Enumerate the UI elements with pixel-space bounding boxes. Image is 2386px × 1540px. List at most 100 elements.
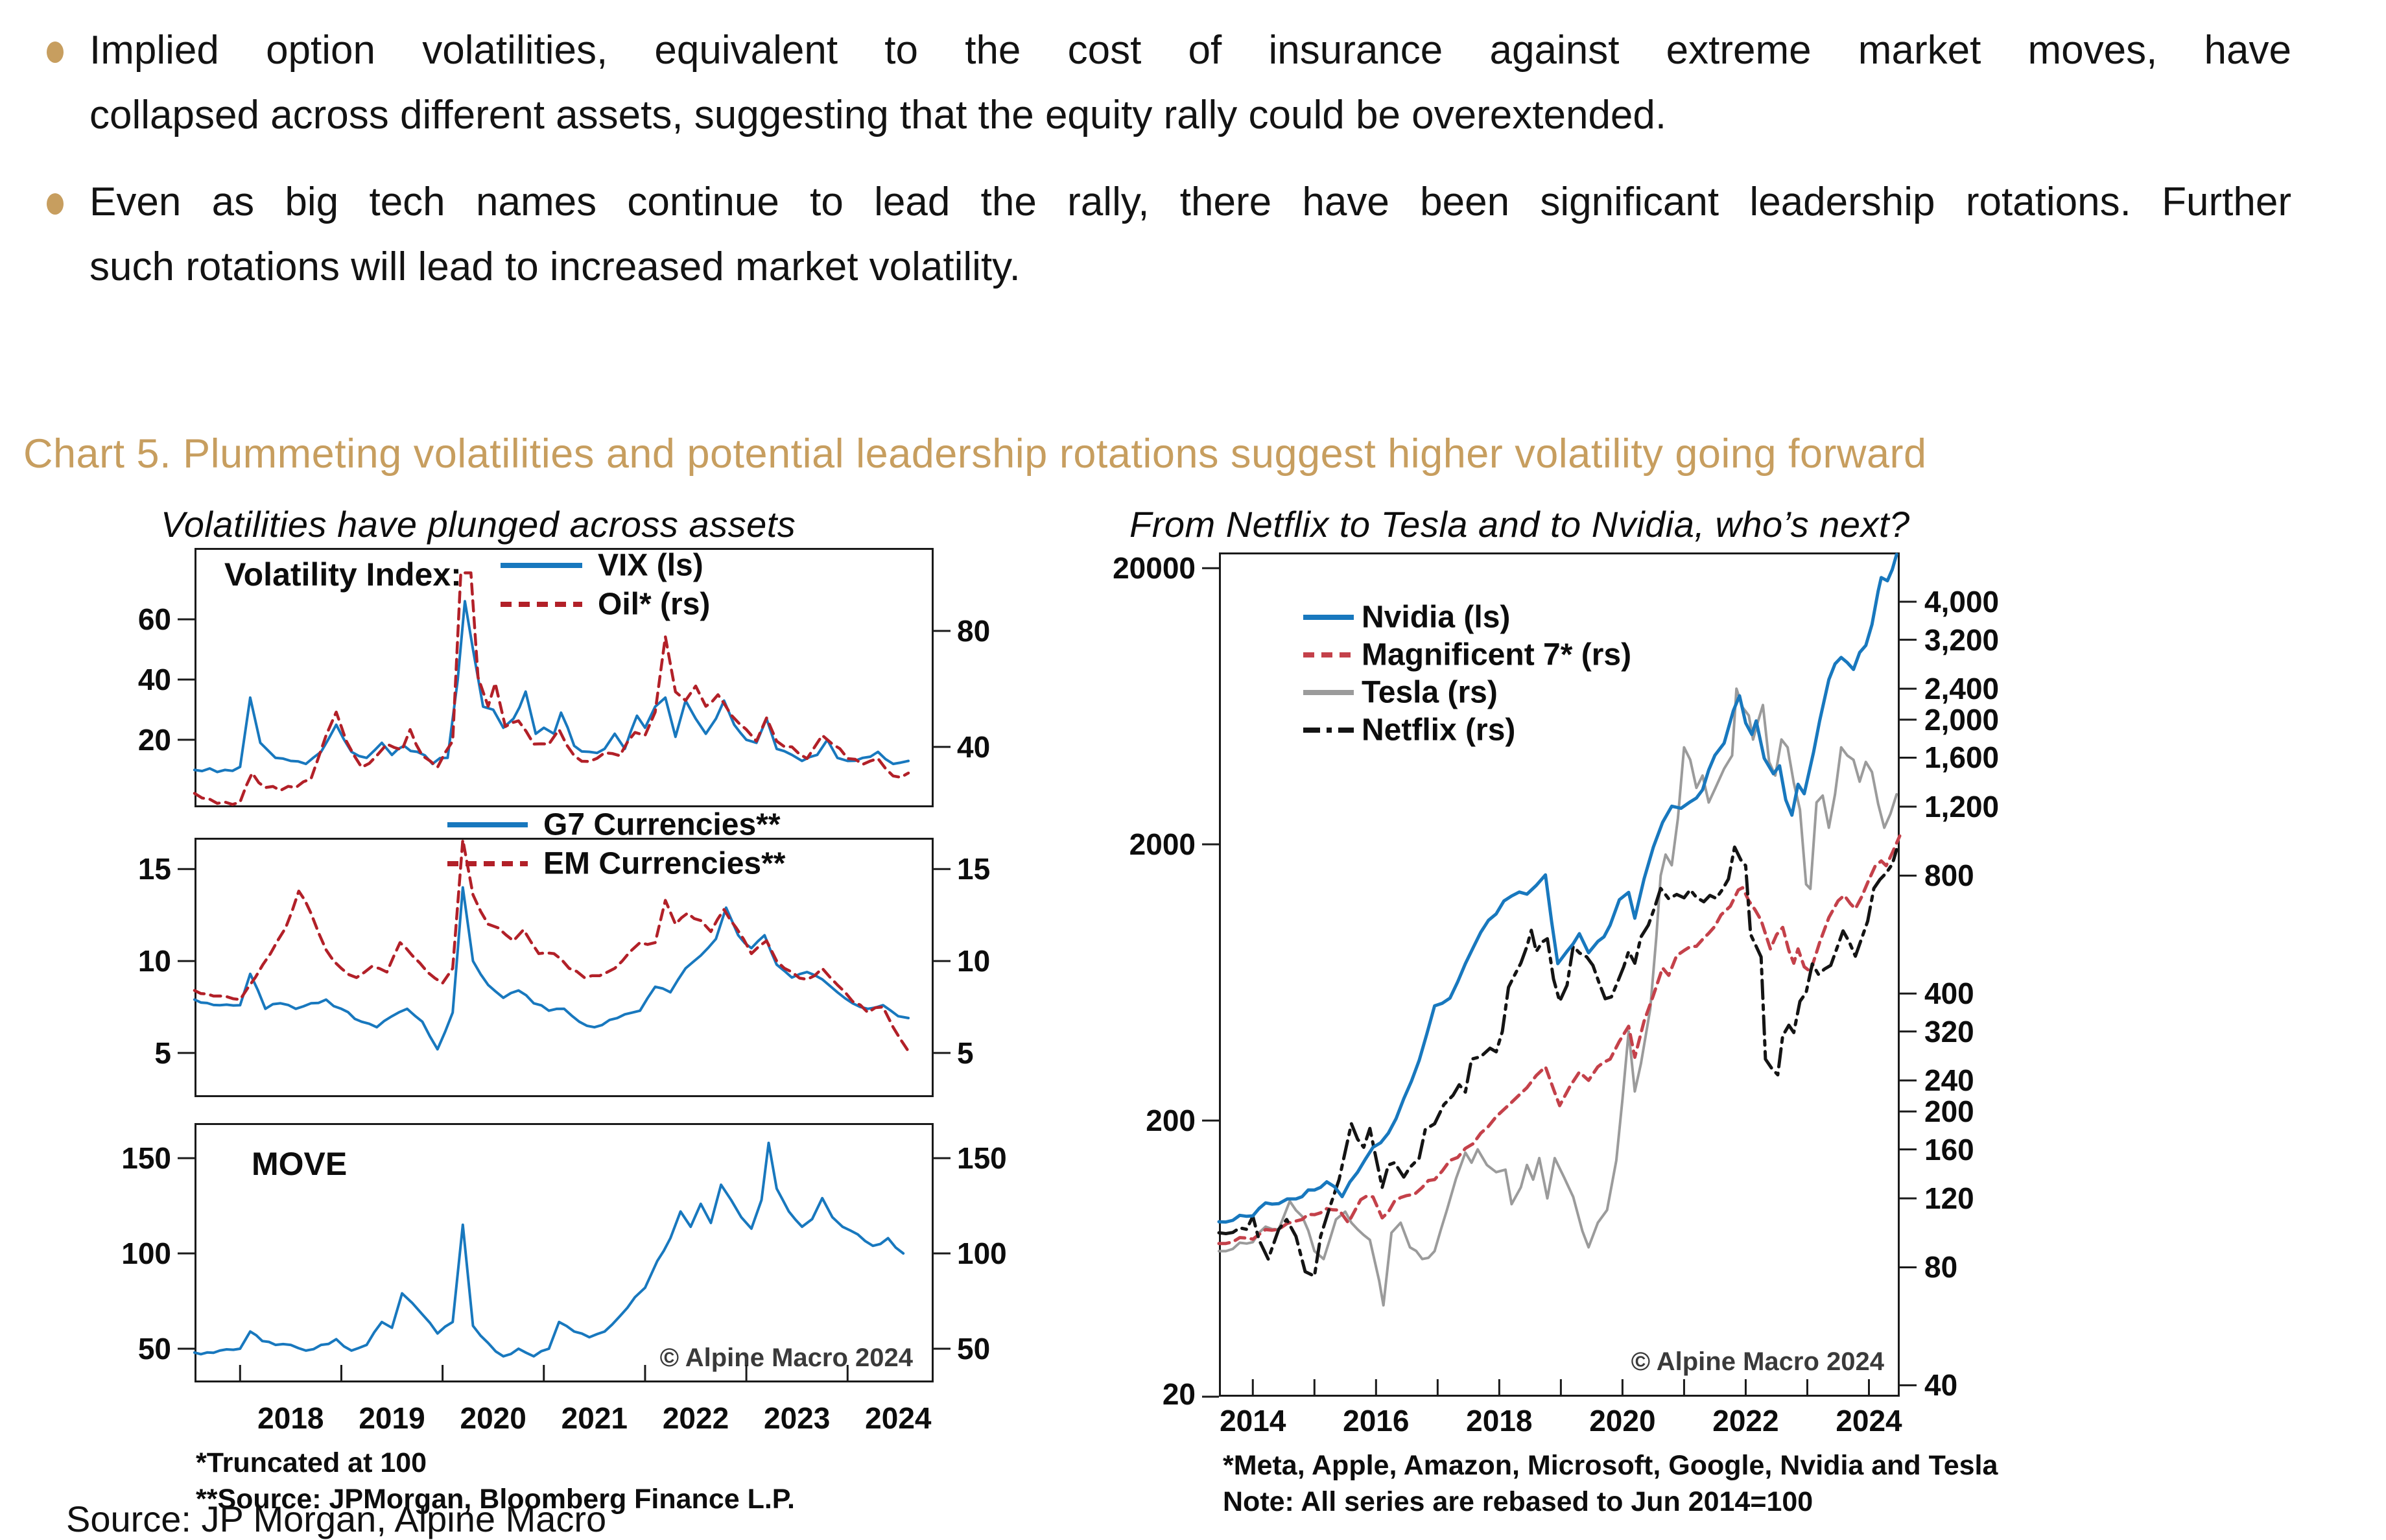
- left-chart-subtitle: Volatilities have plunged across assets: [161, 504, 796, 545]
- y-tick-label: 200: [1146, 1104, 1196, 1138]
- y-tick-label: 800: [1924, 859, 1974, 893]
- y-tick-label: 80: [957, 613, 991, 648]
- x-tick-label: 2020: [460, 1401, 526, 1435]
- series-line-move: [193, 1141, 905, 1358]
- bullet-1: Implied option volatilities, equivalent …: [38, 18, 2294, 148]
- legend-label-magnificent-7-rs: Magnificent 7* (rs): [1362, 637, 1632, 672]
- y-tick-label: 1,600: [1924, 740, 2000, 775]
- bullet-dot-icon: [47, 193, 64, 215]
- y-tick-label: 10: [957, 944, 991, 978]
- legend-line-sample: [1303, 690, 1354, 695]
- chart-section-title: Chart 5. Plummeting volatilities and pot…: [23, 431, 1927, 477]
- left-chart-copyright: © Alpine Macro 2024: [659, 1344, 913, 1372]
- left-chart-footnote-2: **Source: JPMorgan, Bloomberg Finance L.…: [196, 1484, 795, 1515]
- panel-label: Volatility Index:: [224, 556, 462, 593]
- left-chart-footnote-1: *Truncated at 100: [196, 1447, 427, 1478]
- bullet-1-text: Implied option volatilities, equivalent …: [89, 18, 2294, 148]
- legend-line-sample: [1303, 652, 1354, 657]
- bullet-2: Even as big tech names continue to lead …: [38, 170, 2294, 300]
- x-tick-label: 2020: [1589, 1404, 1656, 1438]
- y-tick-label: 120: [1924, 1181, 1974, 1216]
- y-tick-label: 50: [137, 1331, 171, 1366]
- x-tick-label: 2018: [257, 1401, 324, 1435]
- legend-label-netflix-rs: Netflix (rs): [1362, 713, 1516, 748]
- y-tick-label: 10: [137, 944, 171, 978]
- left-chart-panel-1: [178, 548, 951, 807]
- bullet-line: such rotations will lead to increased ma…: [89, 244, 1021, 289]
- legend-label-g7-currencies: G7 Currencies**: [543, 807, 781, 842]
- y-tick-label: 20: [1162, 1377, 1196, 1411]
- right-chart-footnote-1: *Meta, Apple, Amazon, Microsoft, Google,…: [1223, 1450, 1998, 1481]
- x-tick-label: 2022: [1712, 1404, 1779, 1438]
- bullet-line: Even as big tech names continue to lead …: [89, 180, 2291, 224]
- series-line-g7-currencies: [193, 886, 910, 1051]
- y-tick-label: 60: [137, 602, 171, 637]
- series-line-vix-ls: [193, 600, 910, 774]
- y-tick-label: 50: [957, 1331, 991, 1366]
- legend-label-oil-rs: Oil* (rs): [598, 587, 711, 622]
- y-tick-label: 15: [137, 852, 171, 886]
- y-tick-label: 40: [137, 663, 171, 697]
- page-source-line: Source: JP Morgan, Alpine Macro: [66, 1499, 607, 1539]
- bullet-line: collapsed across different assets, sugge…: [89, 93, 1667, 137]
- y-tick-label: 150: [957, 1141, 1007, 1176]
- y-tick-label: 5: [957, 1036, 974, 1070]
- y-tick-label: 1,200: [1924, 789, 2000, 823]
- series-line-magnificent-7-rs: [1217, 834, 1902, 1246]
- y-tick-label: 150: [121, 1141, 171, 1176]
- x-tick-label: 2019: [359, 1401, 425, 1435]
- x-tick-label: 2016: [1343, 1404, 1410, 1438]
- legend-line-sample: [1303, 615, 1354, 620]
- y-tick-label: 160: [1924, 1132, 1974, 1167]
- right-chart-footnote-2: Note: All series are rebased to Jun 2014…: [1223, 1486, 1813, 1517]
- y-tick-label: 80: [1924, 1250, 1958, 1285]
- left-chart-panel-2: [178, 838, 951, 1097]
- bullet-dot-icon: [47, 41, 64, 63]
- legend-label-em-currencies: EM Currencies**: [543, 846, 786, 881]
- bullet-line: Implied option volatilities, equivalent …: [89, 28, 2291, 73]
- legend-line-sample: [501, 602, 582, 607]
- right-chart-plot: [1202, 552, 1917, 1398]
- legend-label-nvidia-ls: Nvidia (ls): [1362, 600, 1511, 635]
- panel-label: MOVE: [252, 1146, 348, 1182]
- x-tick-label: 2018: [1466, 1404, 1533, 1438]
- y-tick-label: 2000: [1129, 827, 1196, 862]
- legend-label-vix-ls: VIX (ls): [598, 548, 703, 583]
- y-tick-label: 400: [1924, 977, 1974, 1011]
- legend-line-sample: [447, 822, 528, 827]
- y-tick-label: 200: [1924, 1095, 1974, 1129]
- series-line-netflix-rs: [1217, 845, 1898, 1278]
- y-tick-label: 20: [137, 722, 171, 757]
- y-tick-label: 240: [1924, 1063, 1974, 1098]
- x-tick-label: 2024: [1836, 1404, 1902, 1438]
- x-tick-label: 2014: [1220, 1404, 1286, 1438]
- series-line-nvidia-ls: [1217, 552, 1898, 1224]
- y-tick-label: 20000: [1113, 551, 1196, 586]
- y-tick-label: 5: [154, 1036, 171, 1070]
- y-tick-label: 2,400: [1924, 672, 2000, 706]
- right-chart-subtitle: From Netflix to Tesla and to Nvidia, who…: [1129, 504, 1910, 545]
- y-tick-label: 100: [121, 1237, 171, 1271]
- legend-line-sample: [501, 563, 582, 568]
- y-tick-label: 3,200: [1924, 622, 2000, 657]
- y-tick-label: 4,000: [1924, 585, 2000, 619]
- legend-label-tesla-rs: Tesla (rs): [1362, 675, 1498, 710]
- right-chart-copyright: © Alpine Macro 2024: [1631, 1347, 1884, 1376]
- y-tick-label: 100: [957, 1237, 1007, 1271]
- series-line-em-currencies: [193, 838, 910, 1053]
- y-tick-label: 40: [957, 729, 991, 764]
- y-tick-label: 2,000: [1924, 702, 2000, 737]
- x-tick-label: 2022: [662, 1401, 729, 1435]
- y-tick-label: 320: [1924, 1014, 1974, 1048]
- x-tick-label: 2024: [865, 1401, 932, 1435]
- x-tick-label: 2021: [561, 1401, 628, 1435]
- x-tick-label: 2023: [764, 1401, 831, 1435]
- bullet-2-text: Even as big tech names continue to lead …: [89, 170, 2294, 300]
- series-line-oil-rs: [193, 571, 910, 806]
- y-tick-label: 40: [1924, 1368, 1958, 1403]
- left-chart-panel-3: [178, 1123, 951, 1382]
- legend-line-sample: [1303, 728, 1354, 733]
- y-tick-label: 15: [957, 852, 991, 886]
- legend-line-sample: [447, 861, 528, 866]
